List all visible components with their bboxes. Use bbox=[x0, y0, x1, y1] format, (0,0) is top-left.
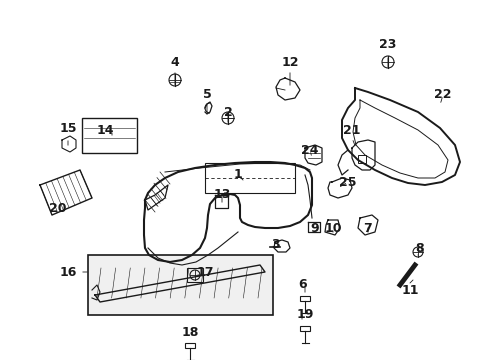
Text: 16: 16 bbox=[59, 266, 77, 279]
Text: 11: 11 bbox=[401, 284, 418, 297]
Text: 1: 1 bbox=[233, 168, 242, 181]
Text: 2: 2 bbox=[223, 105, 232, 118]
Text: 12: 12 bbox=[281, 55, 298, 68]
Text: 10: 10 bbox=[324, 221, 341, 234]
Text: 7: 7 bbox=[363, 221, 372, 234]
Text: 23: 23 bbox=[379, 39, 396, 51]
Bar bbox=[186, 268, 203, 282]
Text: 19: 19 bbox=[296, 309, 313, 321]
Bar bbox=[299, 325, 309, 330]
Text: 5: 5 bbox=[202, 89, 211, 102]
Text: 17: 17 bbox=[196, 266, 213, 279]
Text: 3: 3 bbox=[270, 238, 279, 252]
Text: 6: 6 bbox=[298, 279, 306, 292]
Bar bbox=[82, 118, 137, 153]
Text: 24: 24 bbox=[301, 144, 318, 157]
Text: 25: 25 bbox=[339, 175, 356, 189]
Text: 14: 14 bbox=[96, 123, 114, 136]
Text: 8: 8 bbox=[415, 242, 424, 255]
Text: 18: 18 bbox=[181, 325, 198, 338]
Bar bbox=[357, 155, 365, 163]
Text: 4: 4 bbox=[170, 55, 179, 68]
Bar bbox=[184, 342, 195, 347]
Bar bbox=[88, 255, 272, 315]
Text: 20: 20 bbox=[49, 202, 67, 215]
Bar bbox=[299, 296, 309, 301]
Text: 22: 22 bbox=[433, 89, 451, 102]
Text: 9: 9 bbox=[310, 221, 319, 234]
Bar bbox=[204, 163, 294, 193]
Text: 21: 21 bbox=[343, 123, 360, 136]
Text: 13: 13 bbox=[213, 189, 230, 202]
Text: 15: 15 bbox=[59, 122, 77, 135]
